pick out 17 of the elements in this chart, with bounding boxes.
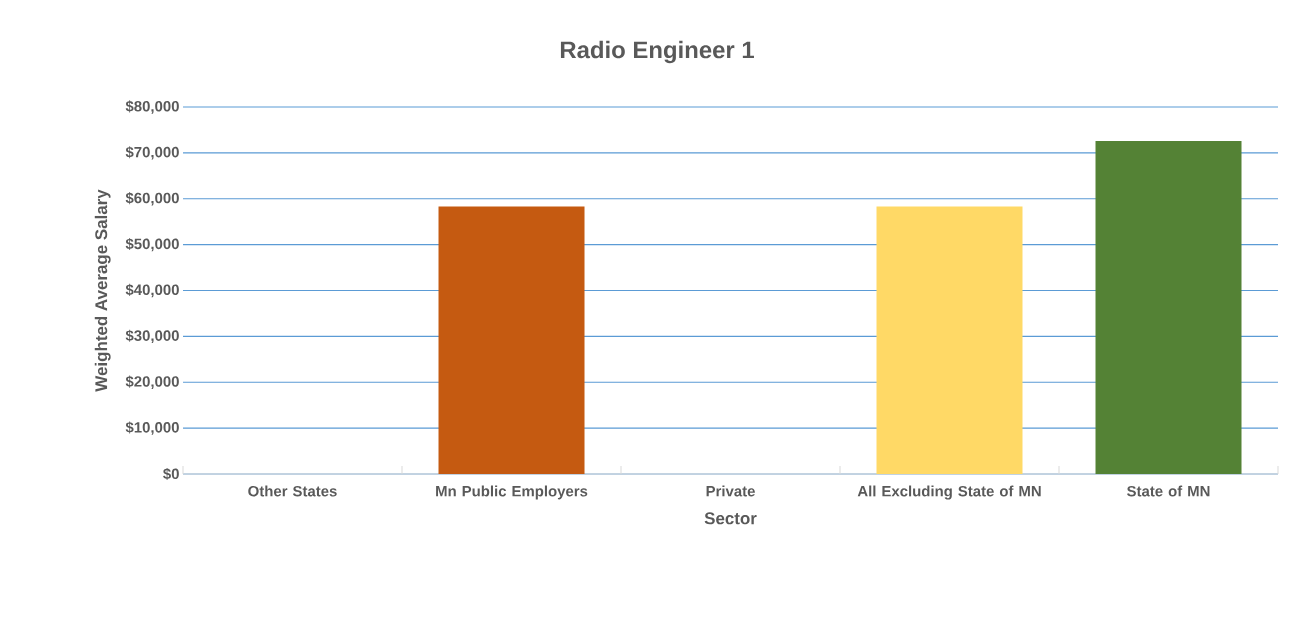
y-tick-label: $40,000 [125,283,179,298]
y-tick-label: $10,000 [125,421,179,435]
y-tick-label: $0 [163,467,179,481]
x-tick-label: All Excluding State of MN [857,485,1041,500]
x-axis-title: Sector [704,512,757,525]
x-tick-label: State of MN [1127,485,1210,497]
x-tick-label: Private [706,485,755,497]
y-tick-label: $80,000 [125,100,179,114]
y-tick-label: $50,000 [125,237,179,252]
y-tick-label: $60,000 [125,192,179,206]
y-tick-label: $30,000 [125,329,179,344]
x-tick-label: Other States [248,485,337,497]
y-tick-label: $70,000 [125,146,179,160]
x-tick-label: Mn Public Employers [436,485,588,500]
y-axis-title: Weighted Average Salary [94,189,111,392]
chart-title: Radio Engineer 1 [560,40,754,64]
y-tick-label: $20,000 [125,375,179,389]
